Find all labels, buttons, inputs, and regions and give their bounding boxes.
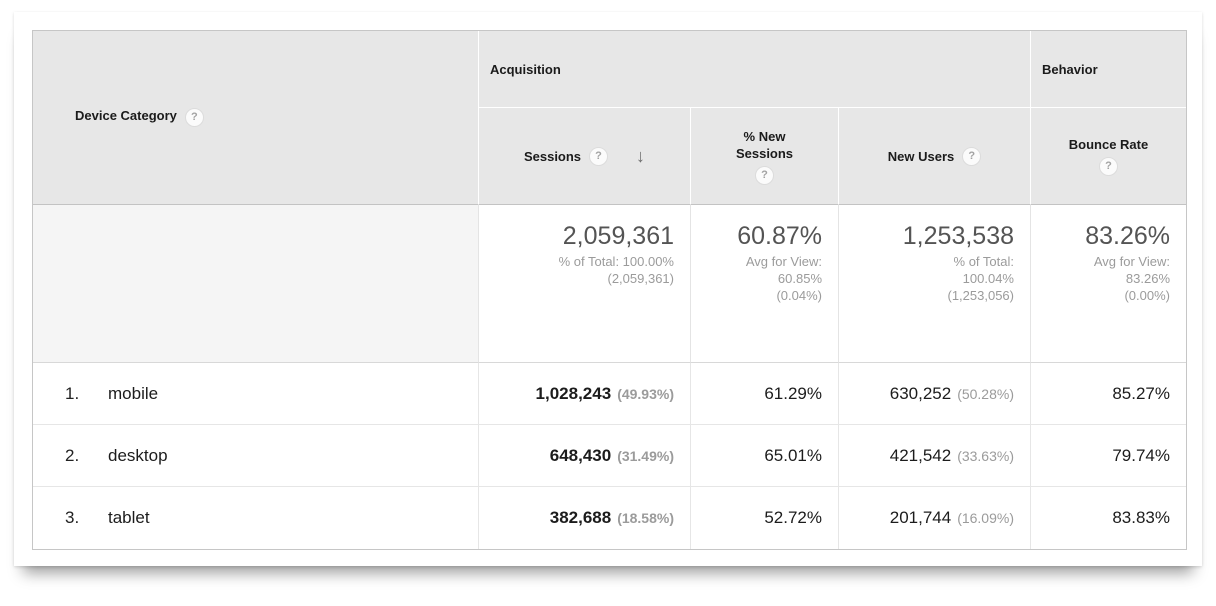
sort-descending-icon: ↓: [636, 145, 646, 166]
table-row: 2. desktop 648,430 (31.49%) 65.01% 421,542…: [33, 425, 1186, 487]
summary-sessions-subline: (2,059,361): [607, 271, 675, 286]
device-name[interactable]: tablet: [108, 508, 150, 527]
summary-pct-new-sessions-subline: (0.04%): [776, 288, 822, 303]
device-cell: 3. tablet: [33, 487, 479, 549]
sessions-cell: 382,688 (18.58%): [479, 487, 691, 549]
new-users-value: 630,252: [889, 383, 952, 403]
sessions-cell: 648,430 (31.49%): [479, 425, 691, 487]
table-row: 3. tablet 382,688 (18.58%) 52.72% 201,744 (…: [33, 487, 1186, 549]
summary-row: 2,059,361 % of Total: 100.00% (2,059,361…: [33, 205, 1186, 363]
summary-new-users-subline: % of Total:: [953, 254, 1014, 269]
summary-new-users-subline: 100.04%: [962, 271, 1014, 286]
bounce-rate-value: 85.27%: [1112, 383, 1170, 403]
device-category-help-icon[interactable]: ?: [184, 108, 204, 127]
new-users-share: (50.28%): [957, 385, 1014, 402]
device-category-label: Device Category: [75, 108, 177, 123]
behavior-label: Behavior: [1042, 61, 1098, 77]
column-header-row: Sessions ? ↓ % New Sessions ? New Users …: [33, 108, 1186, 205]
sessions-share: (31.49%): [617, 447, 674, 464]
summary-pct-new-sessions: 60.87% Avg for View: 60.85% (0.04%): [691, 205, 839, 363]
summary-sessions-subline: % of Total: 100.00%: [558, 254, 674, 269]
summary-pct-new-sessions-value: 60.87%: [737, 222, 822, 250]
bounce-rate-cell: 85.27%: [1031, 363, 1186, 425]
column-header-pct-new-sessions[interactable]: % New Sessions ?: [691, 108, 839, 205]
new-users-label: New Users: [887, 148, 955, 164]
summary-dimension-cell: [33, 205, 479, 363]
pct-new-sessions-cell: 52.72%: [691, 487, 839, 549]
pct-new-sessions-value: 52.72%: [764, 508, 822, 527]
group-header-acquisition: Acquisition: [479, 31, 1031, 108]
bounce-rate-cell: 79.74%: [1031, 425, 1186, 487]
pct-new-sessions-value: 65.01%: [764, 445, 822, 465]
group-header-row: Device Category? Acquisition Behavior: [33, 31, 1186, 205]
summary-new-users-value: 1,253,538: [902, 222, 1014, 250]
sessions-value: 382,688: [549, 508, 612, 527]
summary-sessions: 2,059,361 % of Total: 100.00% (2,059,361…: [479, 205, 691, 363]
summary-new-users: 1,253,538 % of Total: 100.04% (1,253,056…: [839, 205, 1031, 363]
new-users-help-icon[interactable]: ?: [962, 146, 982, 166]
device-name[interactable]: desktop: [108, 445, 168, 465]
sessions-help-icon[interactable]: ?: [589, 146, 609, 166]
new-users-share: (33.63%): [957, 447, 1014, 464]
summary-bounce-rate-value: 83.26%: [1085, 222, 1170, 250]
pct-new-sessions-value: 61.29%: [764, 383, 822, 403]
sessions-cell: 1,028,243 (49.93%): [479, 363, 691, 425]
sessions-value: 1,028,243: [535, 383, 612, 403]
bounce-rate-cell: 83.83%: [1031, 487, 1186, 549]
device-category-report-table: Device Category? Acquisition Behavior Se…: [32, 30, 1187, 550]
new-users-cell: 201,744 (16.09%): [839, 487, 1031, 549]
device-name[interactable]: mobile: [108, 383, 159, 403]
new-users-value: 421,542: [889, 445, 952, 465]
sessions-share: (18.58%): [617, 510, 674, 526]
row-index: 2.: [65, 445, 80, 465]
new-users-value: 201,744: [889, 508, 952, 527]
bounce-rate-label: Bounce Rate: [1068, 137, 1149, 152]
row-index: 3.: [65, 508, 80, 527]
summary-bounce-rate-subline: 83.26%: [1125, 271, 1170, 286]
column-header-device-category[interactable]: Device Category?: [33, 31, 479, 205]
summary-bounce-rate-subline: Avg for View:: [1093, 254, 1170, 269]
summary-bounce-rate: 83.26% Avg for View: 83.26% (0.00%): [1031, 205, 1186, 363]
bounce-rate-value: 79.74%: [1112, 445, 1170, 465]
acquisition-label: Acquisition: [490, 61, 561, 77]
pct-new-sessions-cell: 61.29%: [691, 363, 839, 425]
device-cell: 1. mobile: [33, 363, 479, 425]
bounce-rate-value: 83.83%: [1112, 508, 1170, 527]
column-header-sessions[interactable]: Sessions ? ↓: [479, 108, 691, 205]
pct-new-sessions-cell: 65.01%: [691, 425, 839, 487]
summary-new-users-subline: (1,253,056): [947, 288, 1015, 303]
device-cell: 2. desktop: [33, 425, 479, 487]
column-header-bounce-rate[interactable]: Bounce Rate ?: [1031, 108, 1186, 205]
pct-new-sessions-help-icon[interactable]: ?: [755, 165, 774, 185]
new-users-cell: 421,542 (33.63%): [839, 425, 1031, 487]
new-users-share: (16.09%): [957, 510, 1014, 526]
table-row: 1. mobile 1,028,243 (49.93%) 61.29% 630,25…: [33, 363, 1186, 425]
group-header-behavior: Behavior: [1031, 31, 1186, 108]
pct-new-sessions-label: % New Sessions: [735, 128, 794, 161]
sessions-value: 648,430: [549, 445, 612, 465]
summary-pct-new-sessions-subline: 60.85%: [777, 271, 822, 286]
summary-pct-new-sessions-subline: Avg for View:: [745, 254, 822, 269]
bounce-rate-help-icon[interactable]: ?: [1099, 157, 1118, 176]
sessions-label: Sessions: [523, 148, 582, 164]
sessions-share: (49.93%): [617, 385, 674, 402]
row-index: 1.: [65, 383, 80, 403]
summary-bounce-rate-subline: (0.00%): [1124, 288, 1170, 303]
column-header-new-users[interactable]: New Users ?: [839, 108, 1031, 205]
report-card: Device Category? Acquisition Behavior Se…: [14, 12, 1202, 566]
new-users-cell: 630,252 (50.28%): [839, 363, 1031, 425]
summary-sessions-value: 2,059,361: [562, 222, 674, 250]
